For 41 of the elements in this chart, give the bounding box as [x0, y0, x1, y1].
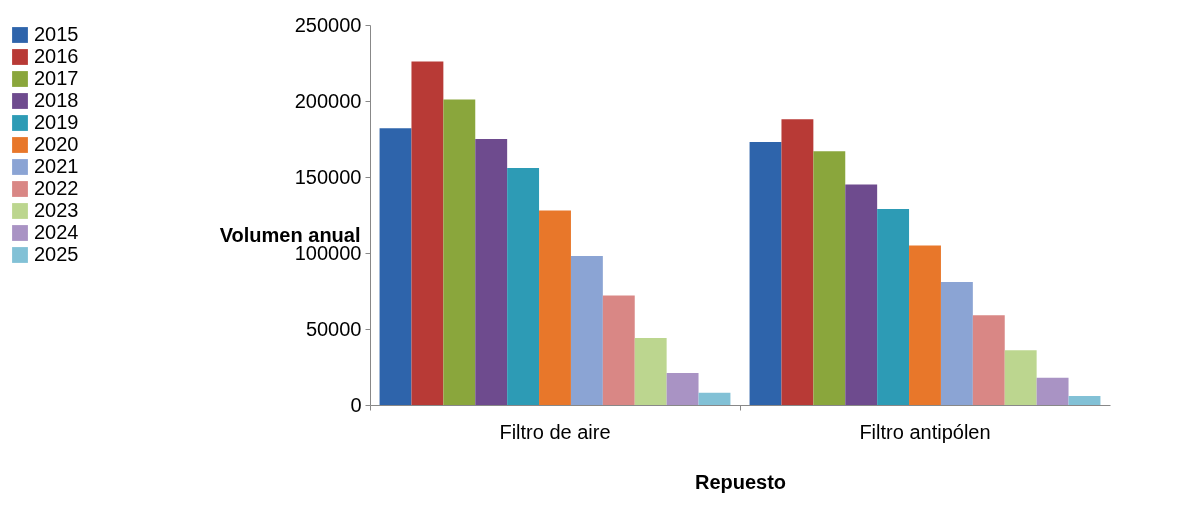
legend-label: 2015 — [34, 23, 79, 45]
legend-label: 2025 — [34, 243, 79, 265]
bar — [749, 142, 782, 405]
bar — [1068, 395, 1101, 405]
bar — [1004, 350, 1037, 405]
legend-label: 2018 — [34, 89, 79, 111]
bar — [972, 315, 1005, 405]
x-tick-label: Filtro de aire — [499, 420, 611, 443]
bar — [507, 167, 540, 405]
bar — [475, 139, 508, 405]
bar — [877, 208, 910, 405]
bar — [443, 99, 476, 405]
bar — [698, 392, 731, 405]
legend-label: 2023 — [34, 199, 79, 221]
bar — [813, 151, 846, 405]
legend-label: 2020 — [34, 133, 79, 155]
bar — [602, 295, 635, 405]
bar — [634, 338, 667, 405]
legend-label: 2022 — [34, 177, 79, 199]
bar — [666, 373, 699, 405]
bar — [539, 210, 571, 405]
bar — [570, 256, 603, 405]
bar — [379, 128, 412, 405]
bar — [781, 119, 814, 405]
y-tick-label: 50000 — [305, 317, 362, 340]
legend-label: 2017 — [34, 67, 79, 89]
legend-label: 2016 — [34, 45, 79, 67]
y-tick-label: 200000 — [294, 89, 362, 112]
legend-label: 2021 — [34, 155, 79, 177]
bar — [1036, 377, 1069, 405]
bar — [845, 184, 878, 405]
y-tick-label: 150000 — [294, 165, 362, 188]
legend-label: 2019 — [34, 111, 79, 133]
bar — [411, 61, 444, 405]
legend-label: 2024 — [34, 221, 79, 243]
y-tick-label: 250000 — [294, 13, 362, 36]
bar — [940, 281, 973, 405]
x-axis-title: Repuesto — [694, 470, 787, 493]
x-tick-label: Filtro antipólen — [859, 420, 991, 443]
y-tick-label: 0 — [350, 393, 362, 416]
bar — [909, 245, 941, 405]
